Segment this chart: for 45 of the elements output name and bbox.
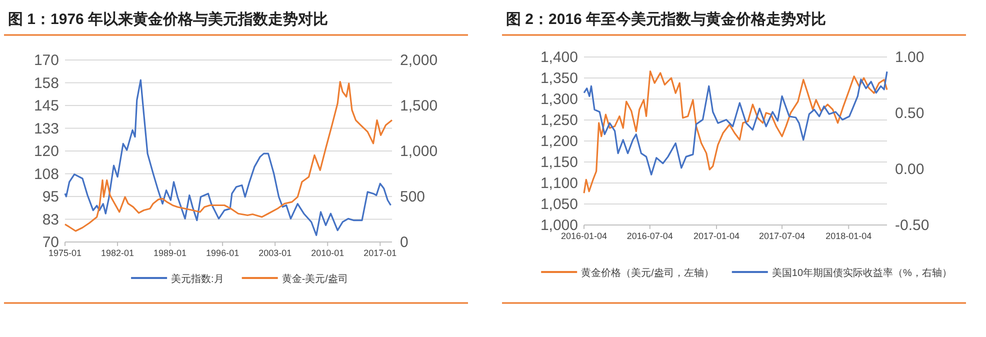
title: 图 2：2016 年至今美元指数与黄金价格走势对比 [506,11,826,28]
x-tick-label: 1989-01 [154,248,187,258]
y2-tick-label: 1,000 [400,143,438,160]
y-tick-label: 108 [34,166,59,183]
y2-tick-label: 1,500 [400,98,438,114]
x-tick-label: 2017-07-04 [758,231,806,241]
x-tick-label: 2016-07-04 [626,231,673,241]
legend-label: 美元指数:月 [171,273,224,285]
y-tick-label: 1,300 [540,91,578,108]
x-tick-label: 2003-01 [258,248,292,258]
y-tick-label: 145 [34,98,59,114]
y-tick-label: 1,100 [540,175,578,192]
y2-tick-label: 1.00 [895,49,924,66]
legend-label: 黄金-美元/盎司 [282,273,348,285]
legend-label: 黄金价格（美元/盎司，左轴） [581,267,714,279]
x-tick-label: 2018-01-04 [826,231,872,241]
x-tick-label: 1975-01 [48,248,82,258]
y-tick-label: 1,400 [540,49,578,66]
x-tick-label: 2017-01-04 [693,231,740,241]
x-tick-label: 1982-01 [101,248,134,258]
y-tick-label: 170 [34,52,59,69]
title: 图 1：1976 年以来黄金价格与美元指数走势对比 [8,11,328,28]
legend-label: 美国10年期国债实际收益率（%，右轴） [772,267,952,279]
x-tick-label: 1996-01 [206,248,240,258]
y-tick-label: 1,250 [540,112,578,129]
y2-tick-label: 0.50 [895,105,924,122]
y-tick-label: 1,200 [540,133,578,150]
y-tick-label: 95 [42,188,59,206]
y-tick-label: 1,050 [540,196,578,213]
y-tick-label: 120 [34,143,59,160]
y-tick-label: 83 [42,211,59,228]
y-tick-label: 1,150 [540,154,578,171]
y2-tick-label: 0 [400,234,408,251]
y-tick-label: 1,000 [540,217,578,234]
y2-tick-label: 0.00 [895,161,924,178]
x-tick-label: 2016-01-04 [560,231,608,241]
y2-tick-label: 500 [400,188,426,206]
y-tick-label: 158 [34,74,59,92]
x-tick-label: 2017-01 [364,248,397,258]
y-tick-label: 70 [42,234,59,251]
y2-tick-label: 2,000 [400,52,438,69]
y-tick-label: 133 [34,120,59,138]
y2-tick-label: -0.50 [895,217,930,234]
x-tick-label: 2010-01 [311,248,344,258]
y-tick-label: 1,350 [540,70,578,87]
